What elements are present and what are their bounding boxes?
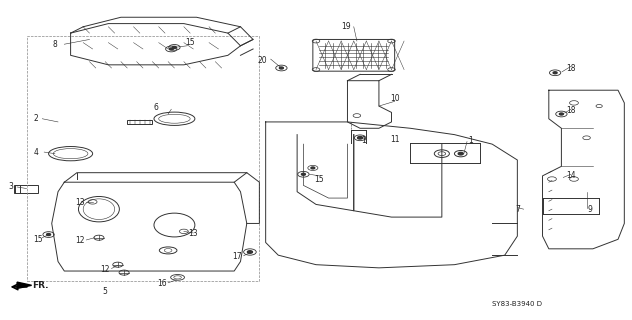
Circle shape	[169, 48, 173, 50]
Text: 15: 15	[314, 174, 324, 184]
Text: 13: 13	[75, 198, 85, 207]
Text: 13: 13	[188, 229, 198, 238]
Text: 9: 9	[587, 205, 592, 214]
Bar	[27, 36, 259, 281]
Text: 18: 18	[566, 63, 576, 73]
Text: 19: 19	[341, 22, 351, 31]
Text: 10: 10	[390, 94, 399, 103]
Text: 15: 15	[185, 38, 195, 47]
Text: 4: 4	[33, 148, 39, 156]
Text: 5: 5	[103, 287, 107, 296]
Text: 1: 1	[361, 136, 365, 146]
Circle shape	[458, 152, 463, 155]
Text: SY83-B3940 D: SY83-B3940 D	[492, 301, 542, 307]
Circle shape	[173, 46, 176, 48]
Circle shape	[47, 234, 51, 236]
Text: 18: 18	[566, 106, 576, 115]
Text: 12: 12	[100, 265, 110, 274]
Text: 3: 3	[8, 182, 13, 191]
Text: 20: 20	[258, 56, 267, 65]
Circle shape	[553, 72, 557, 74]
Circle shape	[311, 167, 315, 169]
Text: 1: 1	[468, 136, 473, 146]
Text: 8: 8	[52, 40, 58, 49]
Text: 17: 17	[233, 252, 242, 261]
Circle shape	[279, 67, 283, 69]
Text: FR.: FR.	[32, 281, 49, 291]
Bar	[14, 185, 38, 193]
Text: 12: 12	[75, 236, 85, 245]
Text: 6: 6	[153, 103, 158, 112]
Text: 14: 14	[566, 171, 576, 180]
Text: 16: 16	[157, 279, 167, 288]
Circle shape	[247, 251, 252, 253]
Circle shape	[358, 137, 363, 139]
Text: 2: 2	[33, 114, 39, 123]
Text: 11: 11	[390, 135, 399, 144]
Polygon shape	[17, 282, 32, 288]
Text: 7: 7	[515, 205, 520, 214]
Bar	[127, 120, 152, 124]
Circle shape	[301, 173, 305, 175]
Text: 15: 15	[33, 236, 43, 244]
Circle shape	[559, 113, 563, 115]
